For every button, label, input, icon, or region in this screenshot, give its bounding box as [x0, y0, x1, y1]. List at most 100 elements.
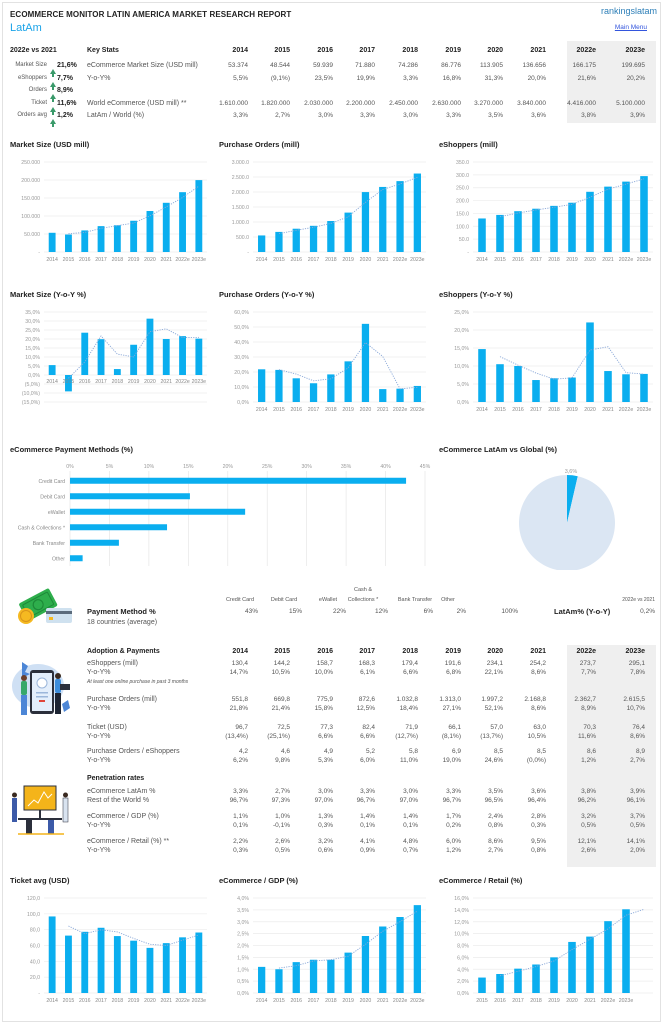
- x-tick-label: 2016: [512, 257, 524, 263]
- main-menu-link[interactable]: Main Menu: [614, 24, 647, 31]
- y-tick-label: 3,0%: [237, 920, 249, 926]
- x-tick-label: 2019: [128, 379, 140, 385]
- bar-2017: [97, 339, 105, 375]
- up-arrow-icon: [48, 63, 58, 81]
- chart-latam_vs_global: 3,6%: [519, 469, 615, 570]
- y-tick-label: 10,0%: [25, 355, 40, 361]
- adoption-row-label: Ticket (USD): [87, 724, 127, 731]
- key-stat-cell: 199.695: [621, 62, 646, 69]
- key-stat-cell: 5.100.000: [616, 99, 645, 107]
- x-tick-label: 2015: [494, 407, 506, 413]
- meeting-presentation-illustration-icon: [12, 785, 69, 835]
- payment-method-title: Payment Method %: [87, 607, 156, 616]
- penetration-sub-cell: 0,5%: [581, 822, 596, 829]
- adoption-sub-cell: 6,6%: [403, 669, 418, 676]
- x-tick-label: 2019: [566, 257, 578, 263]
- payment-value: 43%: [244, 608, 258, 615]
- y-tick-label: 0,0%: [457, 991, 469, 997]
- x-tick-label: 2019: [342, 257, 354, 263]
- penetration-sub-cell: 96,7%: [442, 797, 461, 804]
- adoption-sub-cell: 6,2%: [233, 757, 248, 764]
- adoption-sub-cell: 24,6%: [484, 757, 503, 764]
- adoption-cell: 158,7: [316, 660, 333, 667]
- bar-2016: [81, 931, 89, 993]
- x-tick-label: 2014: [46, 998, 58, 1004]
- x-tick-label: 2018: [548, 257, 560, 263]
- key-stat-cell: 3,3%: [360, 112, 375, 119]
- bar-2022e: [604, 921, 612, 993]
- adoption-cell: 57,0: [490, 724, 503, 731]
- trendline: [499, 346, 645, 380]
- bar-2017: [532, 208, 540, 252]
- adoption-cell: 1.032,8: [396, 696, 418, 703]
- y-tick-label: -: [247, 250, 249, 256]
- bar-2022e: [622, 181, 630, 252]
- adoption-cell: 2.362,7: [574, 696, 596, 703]
- adoption-cell: 130,4: [231, 660, 248, 667]
- bar-2015: [496, 364, 504, 402]
- y-tick-label: 100,0: [27, 912, 40, 918]
- x-tick-label: 2021: [377, 998, 389, 1004]
- penetration-cell: 3,5%: [488, 788, 503, 795]
- penetration-sub-cell: 96,7%: [229, 797, 248, 804]
- adoption-cell: 70,3: [583, 724, 596, 731]
- adoption-sub-cell: (12,7%): [395, 733, 418, 740]
- key-stat-cell: (9,1%): [270, 74, 290, 82]
- pie-label: 3,6%: [565, 469, 578, 475]
- adoption-cell: 872,6: [358, 696, 375, 703]
- key-stat-cell: 21,6%: [577, 74, 596, 82]
- chart-title-ecommerce_gdp: eCommerce / GDP (%): [219, 876, 299, 885]
- y-tick-label: 50.0: [459, 237, 469, 243]
- x-tick-label: 2020: [584, 407, 596, 413]
- x-tick-label: 2023e: [637, 407, 652, 413]
- bar-2018: [550, 205, 558, 252]
- penetration-sub-cell: 0,8%: [531, 847, 546, 854]
- adoption-sub-cell: 7,8%: [630, 669, 645, 676]
- y-tick-label: 20,0%: [25, 337, 40, 343]
- adoption-year-header: 2020: [487, 648, 503, 655]
- adoption-sub-label: Y-o-Y%: [87, 705, 111, 712]
- y-tick-label: 150.000: [21, 196, 40, 202]
- key-stat-cell: 71.880: [355, 62, 375, 69]
- x-tick-label: 2020: [144, 998, 156, 1004]
- chart-title-payment_methods: eCommerce Payment Methods (%): [10, 445, 133, 454]
- adoption-year-header: 2021: [530, 648, 546, 655]
- key-stat-cell: 2,7%: [275, 112, 290, 119]
- bar-2020: [146, 318, 154, 375]
- adoption-title: Adoption & Payments: [87, 648, 160, 655]
- adoption-sub-cell: 1,2%: [581, 757, 596, 764]
- penetration-title: Penetration rates: [87, 775, 145, 782]
- x-tick-label: 2023e: [192, 998, 207, 1004]
- adoption-cell: 6,9: [451, 748, 461, 755]
- penetration-sub-cell: 0,5%: [275, 847, 290, 854]
- x-tick-label: 2022e: [175, 257, 190, 263]
- latam-yoy-value: 0,2%: [640, 608, 655, 615]
- key-stat-cell: 3,5%: [488, 112, 503, 119]
- bar-2017: [309, 959, 318, 993]
- x-tick-label: 2020: [360, 407, 372, 413]
- y-tick-label: 15,0%: [25, 346, 40, 352]
- y-tick-label: 120,0: [27, 896, 40, 902]
- adoption-cell: 179,4: [401, 660, 418, 667]
- brand-logo[interactable]: rankingslatam: [600, 6, 657, 16]
- x-tick-label: 2023e: [192, 379, 207, 385]
- adoption-sub-cell: 6,8%: [446, 669, 461, 676]
- bar-2023e: [413, 385, 421, 402]
- y-tick-label: 10,0%: [454, 932, 469, 938]
- bar-2023e: [622, 909, 630, 993]
- y-tick-label: 3.000.0: [232, 160, 249, 166]
- x-tick-label: 2015: [273, 257, 285, 263]
- bar-2015: [65, 935, 72, 993]
- y-tick-label: 0,0%: [237, 400, 249, 406]
- payment-header: Debit Card: [270, 597, 298, 603]
- chart-title-latam_vs_global: eCommerce LatAm vs Global (%): [439, 445, 557, 454]
- bar-2021: [604, 186, 612, 252]
- penetration-cell: 1,4%: [403, 813, 418, 820]
- penetration-sub-cell: 97,0%: [314, 797, 333, 804]
- y-tick-label: 1.500.0: [232, 205, 249, 211]
- y-tick-label: 50.000: [24, 232, 40, 238]
- x-tick-label: 2020: [144, 257, 156, 263]
- penetration-cell: 1,7%: [446, 813, 461, 820]
- pie-slice-rest-of-world: [519, 475, 615, 570]
- bar-2020: [586, 191, 594, 252]
